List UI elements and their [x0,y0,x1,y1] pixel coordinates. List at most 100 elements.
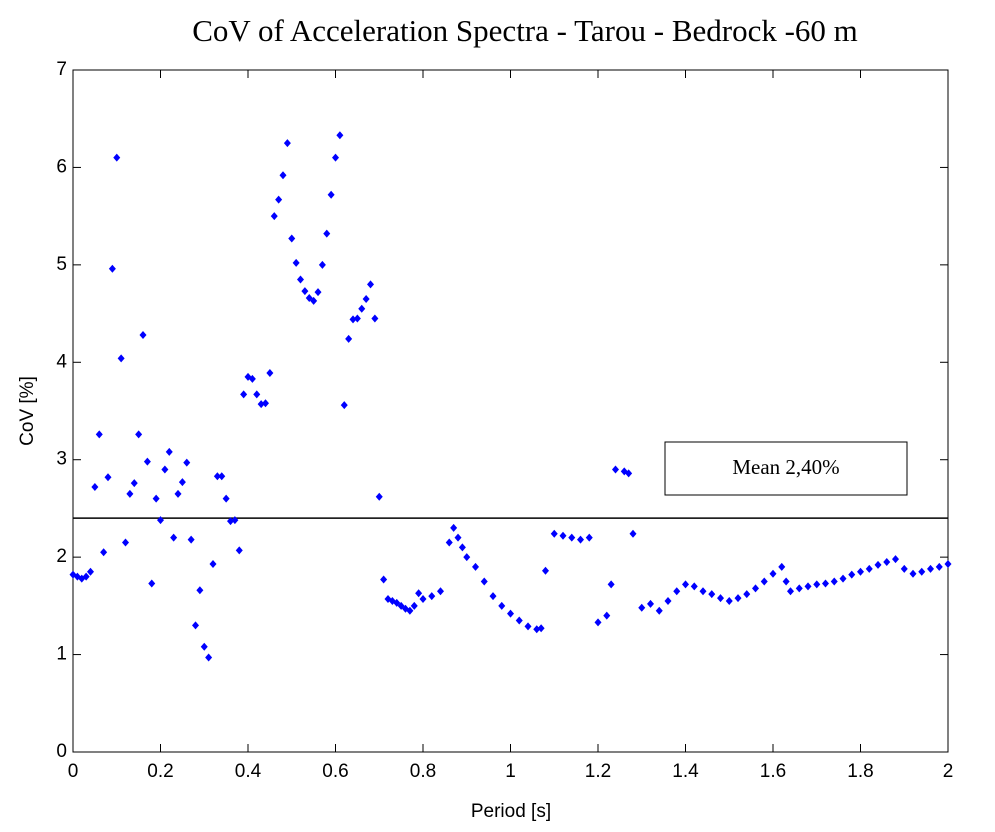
point [345,334,353,343]
point [760,577,768,586]
point [498,601,506,610]
y-tick-label: 3 [56,449,67,470]
point [367,280,374,289]
point [804,582,812,591]
point [612,465,619,474]
point [165,447,173,456]
point [900,564,908,573]
point [152,494,160,503]
point [340,401,348,410]
point [87,567,94,576]
point [183,458,191,467]
y-axis-label: CoV [%] [17,376,38,446]
point [192,621,199,630]
point [752,584,759,593]
point [769,569,777,578]
annotation-box [664,441,908,496]
point [480,577,488,586]
point [550,529,558,538]
point [463,553,471,562]
point [419,595,427,604]
point [283,139,291,148]
point [629,529,637,538]
point [927,564,934,573]
point [139,331,147,340]
point [787,587,794,596]
point [682,580,689,589]
point [607,580,615,589]
point [839,574,847,583]
point [248,374,256,383]
point [533,625,541,634]
x-axis-label: Period [s] [471,801,551,822]
point [227,517,234,526]
x-tick-label: 1.8 [847,761,873,782]
point [213,472,221,481]
point [577,535,584,544]
point [415,589,423,598]
point [336,131,344,140]
point [82,572,90,581]
x-tick-label: 2 [943,761,954,782]
point [472,562,479,571]
point [148,579,156,588]
point [830,577,838,586]
point [664,596,672,605]
point [909,569,917,578]
y-tick-label: 5 [56,254,67,275]
point [458,543,466,552]
point [857,567,864,576]
point [375,492,383,501]
point [813,580,821,589]
point [371,314,379,323]
point [200,642,208,651]
point [594,618,602,627]
x-tick-label: 0.6 [322,761,348,782]
point [196,586,204,595]
point [428,592,436,601]
point [301,287,309,296]
point [647,599,654,608]
x-tick-label: 1.6 [760,761,786,782]
point [279,171,287,180]
point [865,564,873,573]
point [603,611,611,620]
y-tick-label: 1 [56,644,67,665]
point [161,465,169,474]
y-tick-label: 7 [56,59,67,80]
point [209,559,217,568]
point [822,579,829,588]
point [515,616,523,625]
point [187,535,195,544]
point [349,315,357,324]
point [288,234,296,243]
x-tick-label: 1.4 [672,761,699,782]
point [690,582,698,591]
point [892,555,899,564]
point [935,562,943,571]
point [848,570,856,579]
point [113,153,121,162]
point [122,538,129,547]
point [117,354,125,363]
point [292,258,300,267]
y-tick-label: 2 [56,546,67,567]
point [782,577,790,586]
annotation: Mean 2,40% [732,455,839,479]
point [944,559,952,568]
x-tick-label: 0 [68,761,79,782]
point [489,592,497,601]
point [734,594,742,603]
point [240,390,248,399]
point [795,584,803,593]
point [358,304,366,313]
point [918,567,926,576]
point [450,523,458,532]
point [568,533,576,542]
point [380,575,388,584]
point [437,587,444,596]
point [262,399,269,408]
point [297,275,304,284]
point [638,603,646,612]
point [655,606,663,615]
